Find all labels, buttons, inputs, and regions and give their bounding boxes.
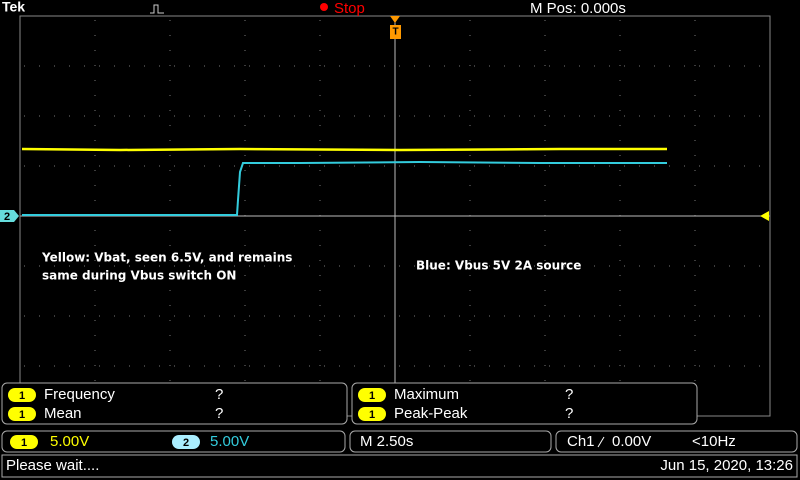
annotation: Yellow: Vbat, seen 6.5V, and remains [41, 251, 292, 265]
measurement-name: Peak-Peak [394, 405, 468, 422]
ch2-marker-label: 2 [4, 211, 10, 223]
channel-badge [358, 388, 386, 402]
ch2-badge-label: 2 [183, 437, 189, 449]
channel-badge-label: 1 [19, 390, 25, 402]
stop-indicator [320, 3, 328, 11]
trigger-level-value: 0.00V [612, 433, 651, 450]
blue-trace [22, 160, 667, 216]
measurement-panel [1, 382, 348, 425]
annotation: Blue: Vbus 5V 2A source [416, 259, 581, 273]
measurement-value: ? [215, 386, 223, 403]
channel-badge [8, 388, 36, 402]
channel-badge-label: 1 [369, 409, 375, 421]
status-message: Please wait.... [6, 457, 99, 474]
channel-badge-label: 1 [369, 390, 375, 402]
trigger-marker-label: T [392, 27, 398, 38]
measurement-panel [351, 382, 698, 425]
measurement-name: Frequency [44, 386, 115, 403]
trigger-marker [390, 25, 401, 39]
ch2-marker [0, 210, 19, 222]
ch1-badge [10, 435, 38, 449]
ch1-badge-label: 1 [21, 437, 27, 449]
channel-badge-label: 1 [19, 409, 25, 421]
measurement-name: Mean [44, 405, 82, 422]
status-datetime: Jun 15, 2020, 13:26 [660, 457, 793, 474]
channel-badge [358, 407, 386, 421]
trigger-rate: <10Hz [692, 433, 736, 450]
channel-badge [8, 407, 36, 421]
ch2-scale: 5.00V [210, 433, 249, 450]
yellow-trace [21, 147, 667, 152]
timebase-panel [349, 430, 552, 453]
trigger-panel [555, 430, 798, 453]
trigger-icon [150, 4, 164, 14]
measurement-value: ? [565, 405, 573, 422]
run-status: Stop [334, 0, 365, 17]
position: M Pos: 0.000s [530, 0, 626, 17]
trigger-level [760, 211, 769, 221]
trigger-source: Ch1 [567, 433, 595, 450]
brand: Tek [2, 0, 25, 15]
status-bar [1, 454, 798, 478]
ch1-scale: 5.00V [50, 433, 89, 450]
timebase: M 2.50s [360, 433, 413, 450]
annotation: same during Vbus switch ON [42, 269, 236, 283]
measurement-name: Maximum [394, 386, 459, 403]
edge-icon [597, 436, 605, 448]
measurement-value: ? [215, 405, 223, 422]
measurement-value: ? [565, 386, 573, 403]
ch2-badge [172, 435, 200, 449]
trigger-position [390, 16, 400, 23]
